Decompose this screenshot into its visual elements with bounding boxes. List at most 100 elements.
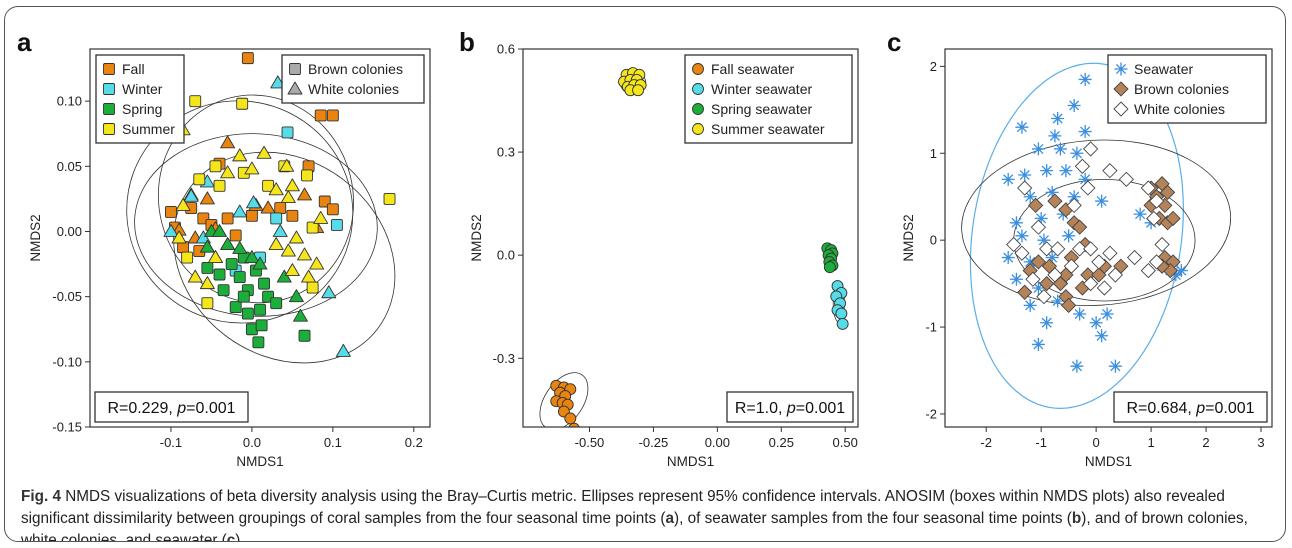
data-point xyxy=(245,209,258,222)
data-point xyxy=(1034,211,1048,225)
data-point xyxy=(208,250,223,264)
data-point xyxy=(213,268,226,281)
data-point xyxy=(297,247,312,261)
data-point xyxy=(284,178,300,192)
data-point xyxy=(187,269,203,283)
data-point xyxy=(1148,254,1165,270)
data-point xyxy=(244,250,260,264)
data-point xyxy=(255,319,268,332)
data-point xyxy=(252,256,268,270)
data-point xyxy=(1017,180,1033,196)
figure-panel: a -0.1 0.0 0.1 0.2 -0.15 -0.10 -0.05 0.00 0.05 0.1… xyxy=(4,6,1286,542)
confidence-ellipse xyxy=(969,62,1184,409)
stat-value: =0.001 xyxy=(186,400,235,417)
data-point xyxy=(165,205,177,218)
y-tick-label: 0.3 xyxy=(497,145,515,160)
legend-swatch xyxy=(692,83,704,95)
data-point xyxy=(1053,142,1067,156)
data-point xyxy=(232,204,248,218)
data-point xyxy=(632,84,645,97)
legend-swatch xyxy=(103,83,115,95)
data-point xyxy=(1039,241,1055,257)
data-point xyxy=(280,190,296,204)
data-point xyxy=(193,173,206,186)
caption-segment: b xyxy=(1071,510,1082,527)
legend-swatch xyxy=(289,63,301,75)
data-point xyxy=(1023,255,1037,269)
y-axis-label: NMDS2 xyxy=(901,214,916,261)
data-point xyxy=(1095,329,1109,343)
data-point xyxy=(1025,271,1041,287)
legend-label: Brown colonies xyxy=(1134,81,1229,97)
stat-text: R=0.229, p=0.001 xyxy=(107,400,235,417)
data-point xyxy=(1078,125,1092,139)
x-tick-label: -0.1 xyxy=(160,435,182,450)
nmds-plots: a-0.1 0.0 0.1 0.2-0.15-0.10-0.050.000.050.1… xyxy=(17,27,1273,469)
legend-swatch xyxy=(692,103,704,115)
x-tick-label: 0.50 xyxy=(833,435,858,450)
caption-text: NMDS visualizations of beta diversity an… xyxy=(21,488,1248,542)
confidence-ellipse xyxy=(173,151,396,364)
stat-r: R=1.0, xyxy=(735,400,787,417)
data-point xyxy=(1102,245,1118,261)
data-point xyxy=(1148,193,1165,209)
x-tick-label: 3 xyxy=(1257,435,1264,450)
data-point xyxy=(212,224,227,237)
data-point xyxy=(326,109,339,122)
data-point xyxy=(199,191,215,205)
panel-letter: b xyxy=(459,27,475,57)
data-point xyxy=(1030,219,1047,235)
y-tick-label: 2 xyxy=(930,59,937,74)
data-point xyxy=(279,158,295,172)
data-point xyxy=(232,148,248,162)
data-point xyxy=(1051,112,1065,126)
data-point xyxy=(288,230,304,244)
data-point xyxy=(1009,216,1023,230)
caption-segment: c xyxy=(226,532,236,542)
data-point xyxy=(335,343,351,357)
data-point xyxy=(313,210,329,224)
data-point xyxy=(1078,172,1092,186)
data-point xyxy=(270,297,283,310)
data-point xyxy=(1118,171,1134,187)
data-point xyxy=(1078,72,1092,86)
stat-p: p xyxy=(786,400,796,417)
data-point xyxy=(1126,249,1143,266)
legend-swatch xyxy=(287,81,303,95)
data-point xyxy=(232,240,248,254)
x-axis-label: NMDS1 xyxy=(1085,454,1132,469)
legend-label: Fall seawater xyxy=(711,61,795,77)
y-tick-label: 0.10 xyxy=(57,94,82,109)
data-point xyxy=(229,301,242,314)
legend-label: Summer xyxy=(122,121,175,137)
data-point xyxy=(568,422,580,427)
data-point xyxy=(1062,229,1076,243)
data-point xyxy=(298,329,311,342)
x-axis-label: NMDS1 xyxy=(236,454,283,469)
data-point xyxy=(1073,307,1087,321)
plot-area xyxy=(961,62,1232,409)
data-point xyxy=(1015,229,1029,243)
data-point xyxy=(1050,241,1066,257)
y-tick-label: -0.3 xyxy=(493,351,515,366)
y-tick-label: 0.00 xyxy=(57,224,82,239)
data-point xyxy=(260,200,276,214)
legend-box xyxy=(684,54,853,144)
data-point xyxy=(1070,146,1084,160)
x-tick-label: -2 xyxy=(980,435,992,450)
data-point xyxy=(1040,316,1054,330)
caption-label: Fig. 4 xyxy=(21,488,61,505)
data-point xyxy=(288,289,304,303)
data-point xyxy=(836,317,849,330)
data-point xyxy=(1169,268,1183,282)
data-point xyxy=(1067,190,1081,204)
y-tick-label: -0.15 xyxy=(52,420,82,435)
y-tick-label: -0.10 xyxy=(52,354,82,369)
legend-swatch xyxy=(103,63,115,75)
data-point xyxy=(1045,185,1059,199)
data-point xyxy=(564,412,577,425)
data-point xyxy=(217,284,230,297)
data-point xyxy=(1096,280,1113,296)
data-point xyxy=(1001,251,1015,265)
confidence-ellipse xyxy=(961,139,1232,306)
